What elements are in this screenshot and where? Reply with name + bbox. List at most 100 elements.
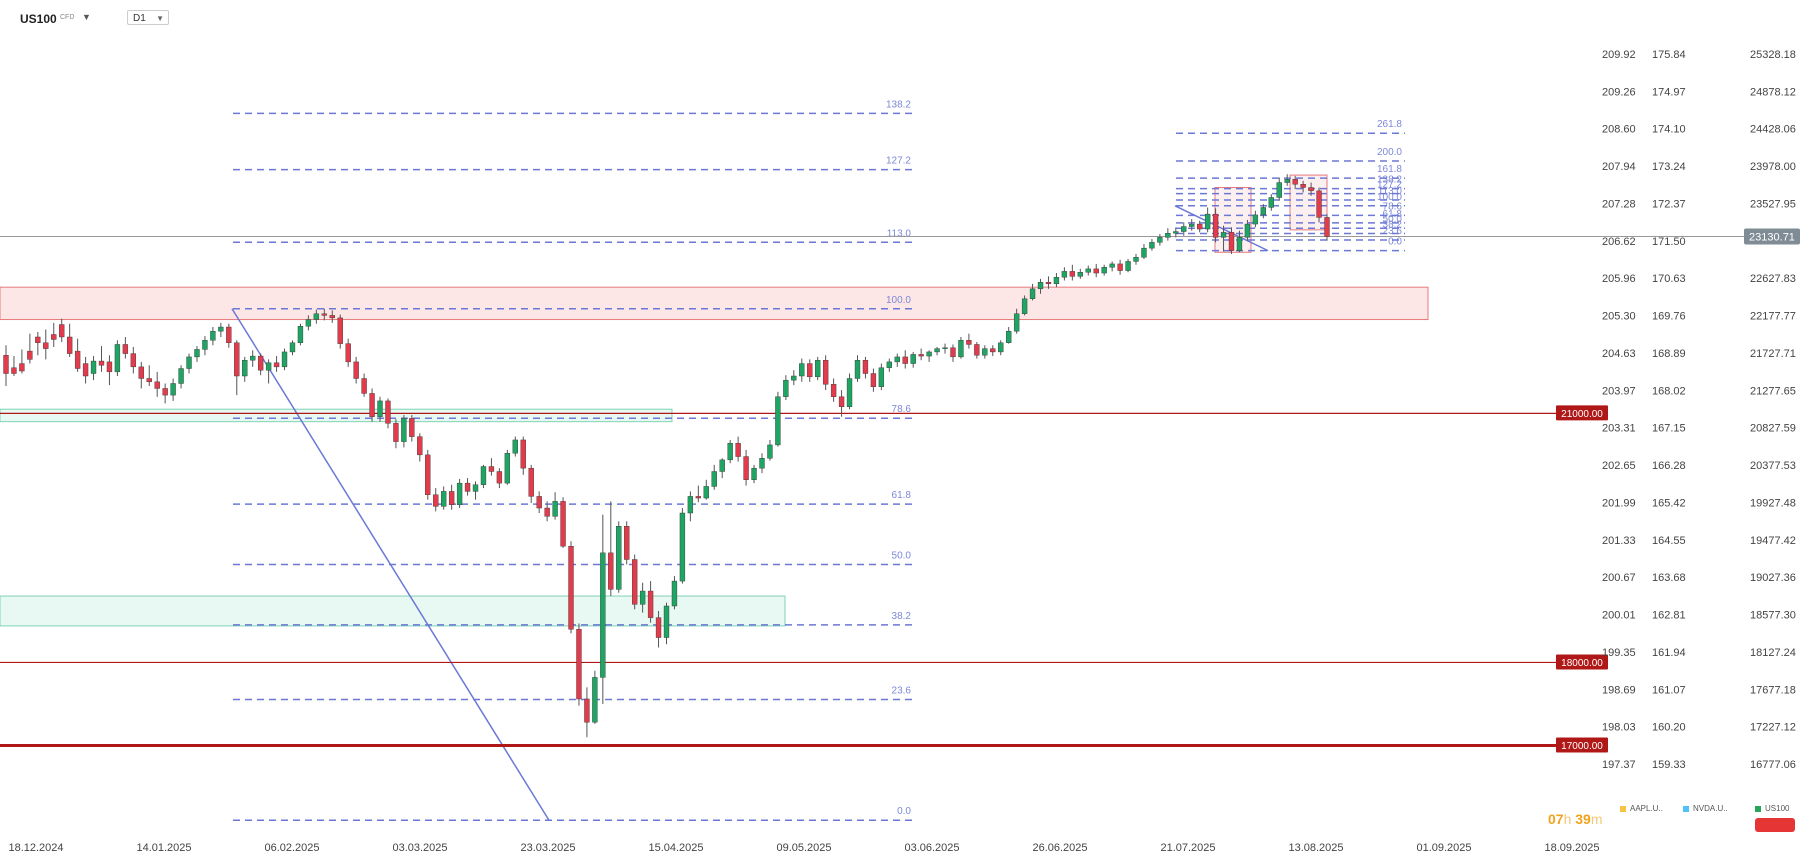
candle-body: [1220, 232, 1227, 238]
candle-body: [170, 383, 176, 396]
fib-level-label: 113.0: [887, 228, 912, 239]
legend-item-us100[interactable]: US100: [1755, 804, 1789, 813]
axis-tick-nvda: 161.07: [1652, 684, 1686, 696]
legend-item-aapl[interactable]: AAPL.U..: [1620, 804, 1663, 813]
axis-tick-price: 22627.83: [1750, 273, 1796, 285]
fib-level-label: 50.0: [1383, 214, 1403, 225]
fib-level-label: 78.6: [892, 404, 912, 415]
timeframe-label: D1: [133, 13, 146, 24]
candle-body: [767, 444, 773, 459]
candle-body: [242, 360, 248, 377]
fib-level-label: 38.2: [892, 611, 912, 622]
zone-support: [0, 595, 786, 627]
legend-swatch: [1683, 805, 1689, 812]
candle-body: [1165, 232, 1171, 238]
candle-body: [1069, 271, 1076, 277]
candle-body: [799, 363, 805, 377]
price-level-label: 21000.00: [1561, 409, 1603, 420]
candle-body: [974, 344, 980, 356]
x-axis-tick: 23.03.2025: [520, 842, 575, 854]
candle-body: [59, 324, 65, 338]
candle-body: [1212, 213, 1219, 238]
candle-body: [990, 348, 996, 353]
candle-body: [162, 388, 168, 396]
x-axis-tick: 15.04.2025: [648, 842, 703, 854]
symbol-selector[interactable]: US100: [20, 12, 57, 26]
axis-tick-nvda: 174.10: [1652, 124, 1686, 136]
candle-body: [846, 378, 853, 407]
axis-tick-aapl: 199.35: [1602, 647, 1636, 659]
candle-body: [687, 496, 694, 514]
axis-tick-price: 20377.53: [1750, 460, 1796, 472]
candle-body: [1149, 242, 1155, 249]
candle-body: [1276, 182, 1282, 198]
axis-tick-price: 22177.77: [1750, 311, 1796, 323]
axis-tick-price: 18127.24: [1750, 647, 1796, 659]
candle-body: [655, 617, 662, 638]
x-axis-tick: 06.02.2025: [264, 842, 319, 854]
axis-tick-nvda: 168.89: [1652, 348, 1686, 360]
candle-body: [624, 526, 630, 560]
x-axis-tick: 18.09.2025: [1544, 842, 1599, 854]
chevron-down-icon[interactable]: ▼: [82, 12, 91, 22]
candle-body: [918, 354, 924, 357]
candle-body: [647, 590, 654, 618]
candle-body: [695, 496, 701, 499]
candle-body: [377, 400, 383, 417]
candle-body: [568, 546, 574, 630]
candle-body: [1173, 231, 1179, 234]
candle-body: [552, 501, 558, 517]
axis-tick-aapl: 206.62: [1602, 236, 1636, 248]
candle-body: [671, 580, 678, 607]
candle-body: [353, 361, 359, 379]
candle-body: [743, 456, 749, 480]
candle-body: [51, 334, 57, 340]
candle-body: [265, 362, 272, 371]
candle-body: [791, 375, 797, 381]
zone-support: [0, 408, 673, 423]
candle-body: [289, 342, 296, 353]
candle-body: [369, 393, 375, 417]
candle-body: [488, 466, 495, 472]
candle-body: [313, 313, 320, 320]
candle-countdown: 07h 39m: [1548, 811, 1603, 827]
fib-level-label: 23.6: [892, 686, 912, 697]
fib-level-label: 61.8: [1383, 209, 1403, 220]
price-level-tag: [1556, 654, 1608, 670]
candle-body: [958, 340, 964, 358]
legend-item-nvda[interactable]: NVDA.U..: [1683, 804, 1728, 813]
candle-body: [520, 439, 526, 469]
axis-tick-price: 24878.12: [1750, 86, 1796, 98]
candle-body: [576, 629, 582, 700]
candle-body: [1181, 226, 1187, 232]
candle-body: [329, 315, 335, 319]
price-level-label: 18000.00: [1561, 658, 1603, 669]
timeframe-selector[interactable]: D1 ▼: [127, 10, 169, 25]
candle-body: [202, 340, 208, 350]
axis-tick-nvda: 173.24: [1652, 161, 1686, 173]
candle-body: [11, 367, 17, 374]
axis-tick-nvda: 172.37: [1652, 198, 1686, 210]
legend-toggle-button[interactable]: [1755, 818, 1795, 832]
fib-level-label: 127.2: [1377, 180, 1402, 191]
candle-body: [1013, 313, 1020, 332]
x-axis-tick: 14.01.2025: [136, 842, 191, 854]
candle-body: [1101, 267, 1107, 274]
candle-body: [178, 368, 184, 384]
x-axis-tick: 26.06.2025: [1032, 842, 1087, 854]
candle-body: [3, 355, 9, 374]
axis-tick-nvda: 161.94: [1652, 647, 1686, 659]
fib-level-label: 0.0: [1388, 237, 1402, 248]
candle-body: [1093, 268, 1099, 274]
candle-body: [417, 436, 423, 456]
candle-body: [154, 381, 160, 389]
x-axis-tick: 09.05.2025: [776, 842, 831, 854]
axis-tick-nvda: 169.76: [1652, 311, 1686, 323]
axis-tick-nvda: 160.20: [1652, 722, 1686, 734]
candle-body: [878, 367, 885, 387]
axis-tick-price: 21277.65: [1750, 385, 1796, 397]
candle-body: [894, 356, 900, 363]
candle-body: [982, 348, 988, 356]
candle-body: [775, 396, 781, 446]
